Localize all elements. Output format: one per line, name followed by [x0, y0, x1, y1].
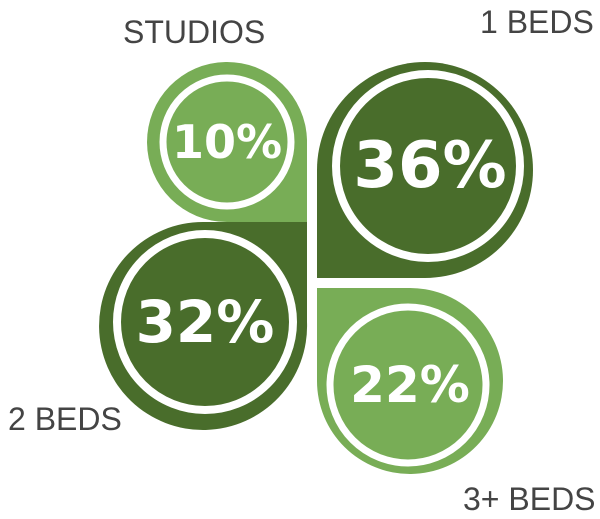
petal-3-beds: 22% 3+ BEDS — [317, 287, 596, 517]
petal-1-beds-value: 36% — [353, 129, 506, 203]
petal-1-beds-shape — [317, 62, 533, 278]
petal-1-beds: 36% 1 BEDS — [317, 4, 594, 278]
petal-2-beds-value: 32% — [136, 288, 275, 356]
petal-3-beds-label: 3+ BEDS — [463, 481, 596, 517]
petal-2-beds: 32% 2 BEDS — [8, 222, 308, 437]
petal-3-beds-value: 22% — [350, 356, 470, 414]
petal-studios-value: 10% — [172, 115, 282, 169]
petal-studios-label: STUDIOS — [123, 14, 265, 50]
petal-1-beds-ring — [332, 70, 524, 262]
petal-2-beds-ring — [113, 230, 297, 414]
petal-1-beds-label: 1 BEDS — [480, 4, 594, 40]
petal-2-beds-label: 2 BEDS — [8, 401, 122, 437]
petal-3-beds-shape — [317, 287, 503, 474]
petal-2-beds-shape — [99, 222, 308, 430]
petal-studios: 10% STUDIOS — [123, 14, 307, 222]
petal-studios-ring — [159, 74, 295, 210]
petal-studios-shape — [147, 62, 307, 222]
petal-3-beds-ring — [326, 303, 490, 467]
